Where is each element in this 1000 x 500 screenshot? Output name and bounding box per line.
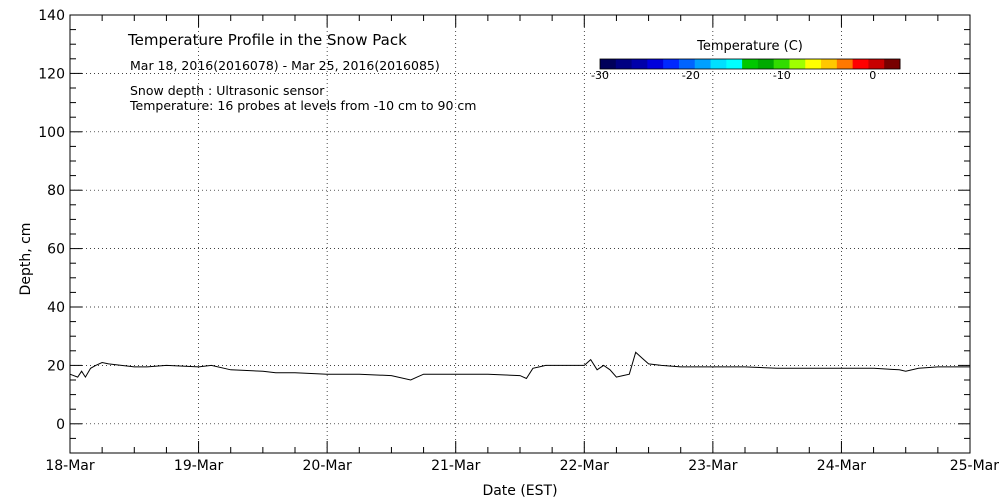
colorbar-cell bbox=[615, 59, 633, 69]
colorbar-cell bbox=[852, 59, 869, 69]
colorbar-cell bbox=[884, 59, 901, 69]
x-tick-label: 18-Mar bbox=[45, 458, 95, 474]
x-tick-label: 22-Mar bbox=[560, 458, 610, 474]
colorbar-cell bbox=[836, 59, 854, 69]
x-tick-label: 25-Mar bbox=[950, 458, 1000, 474]
y-tick-label: 100 bbox=[38, 125, 65, 141]
colorbar-cell bbox=[726, 59, 743, 69]
colorbar-cell bbox=[742, 59, 759, 69]
y-tick-label: 60 bbox=[47, 242, 65, 258]
y-tick-label: 80 bbox=[47, 183, 65, 199]
colorbar-frame bbox=[599, 58, 901, 70]
chart-subtitle: Mar 18, 2016(2016078) - Mar 25, 2016(201… bbox=[130, 58, 440, 73]
x-tick-label: 23-Mar bbox=[688, 458, 738, 474]
colorbar-cell bbox=[631, 59, 648, 69]
x-tick-label: 24-Mar bbox=[817, 458, 867, 474]
colorbar-tick-labels: -30 -20 -10 0 bbox=[591, 69, 876, 82]
chart-note-probes: Temperature: 16 probes at levels from -1… bbox=[129, 98, 476, 113]
colorbar-cell bbox=[821, 59, 838, 69]
x-tick-label: 19-Mar bbox=[174, 458, 224, 474]
temperature-colorbar: Temperature (C) -30 -20 -10 0 bbox=[591, 39, 901, 82]
colorbar-title: Temperature (C) bbox=[696, 39, 803, 54]
series-line-snow-depth bbox=[69, 351, 970, 381]
plot-frame bbox=[69, 14, 971, 454]
colorbar-cell bbox=[710, 59, 727, 69]
series-layer bbox=[69, 351, 970, 381]
y-tick-label: 40 bbox=[47, 300, 65, 316]
colorbar-cell bbox=[757, 59, 775, 69]
y-tick-label: 120 bbox=[38, 66, 65, 82]
axis-ticks bbox=[69, 14, 971, 454]
colorbar-cell bbox=[678, 59, 696, 69]
colorbar-cell bbox=[663, 59, 680, 69]
x-tick-label: 21-Mar bbox=[431, 458, 481, 474]
x-axis-label: Date (EST) bbox=[482, 483, 557, 499]
colorbar-cell bbox=[868, 59, 885, 69]
chart-title: Temperature Profile in the Snow Pack bbox=[127, 31, 407, 49]
colorbar-tick-label: 0 bbox=[869, 69, 876, 82]
colorbar-tick-label: -20 bbox=[682, 69, 700, 82]
colorbar-cell bbox=[805, 59, 822, 69]
colorbar-cell bbox=[600, 59, 617, 69]
chart-note-sensor: Snow depth : Ultrasonic sensor bbox=[130, 83, 325, 98]
y-tick-label: 140 bbox=[38, 8, 65, 24]
colorbar-cells bbox=[600, 59, 901, 69]
colorbar-cell bbox=[789, 59, 806, 69]
y-axis-label: Depth, cm bbox=[18, 223, 34, 296]
y-tick-labels: 0 20 40 60 80 100 120 140 bbox=[38, 8, 65, 433]
y-tick-label: 20 bbox=[47, 358, 65, 374]
y-tick-label: 0 bbox=[56, 417, 65, 433]
colorbar-cell bbox=[694, 59, 712, 69]
colorbar-cell bbox=[773, 59, 790, 69]
colorbar-cell bbox=[647, 59, 664, 69]
x-tick-label: 20-Mar bbox=[303, 458, 353, 474]
grid-lines bbox=[70, 14, 970, 453]
x-tick-labels: 18-Mar 19-Mar 20-Mar 21-Mar 22-Mar 23-Mar 24-M… bbox=[45, 458, 999, 474]
colorbar-tick-label: -10 bbox=[773, 69, 791, 82]
colorbar-tick-label: -30 bbox=[591, 69, 609, 82]
